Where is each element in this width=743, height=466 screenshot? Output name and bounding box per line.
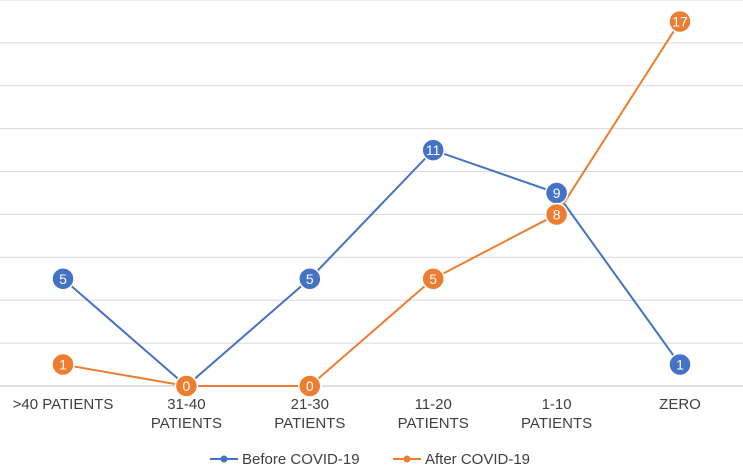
legend-item[interactable]: Before COVID-19	[210, 451, 360, 466]
data-marker[interactable]	[668, 352, 692, 377]
data-point[interactable]: 0	[298, 374, 322, 398]
data-label: 1	[59, 357, 67, 373]
x-tick-label-line: 1-10	[542, 396, 572, 413]
data-point[interactable]: 5	[298, 267, 322, 291]
legend-swatch-marker	[403, 455, 411, 463]
data-label: 9	[553, 185, 561, 201]
x-tick-label: ZERO	[659, 396, 701, 413]
data-label: 8	[553, 206, 561, 222]
x-tick-label: >40 PATIENTS	[13, 396, 114, 413]
x-tick-label-line: PATIENTS	[151, 415, 222, 432]
legend-label: Before COVID-19	[242, 451, 360, 466]
series-line-1	[62, 20, 681, 387]
data-marker[interactable]	[544, 202, 569, 227]
data-marker[interactable]	[51, 267, 75, 291]
data-point[interactable]: 0	[174, 374, 199, 398]
data-label: 5	[429, 271, 437, 287]
x-tick-label-line: ZERO	[659, 396, 701, 413]
x-tick-label-line: PATIENTS	[274, 415, 345, 432]
data-label: 5	[59, 271, 67, 287]
data-point[interactable]: 1	[668, 352, 692, 377]
x-tick-label-line: 31-40	[167, 396, 205, 413]
legend-swatch-marker	[220, 455, 228, 463]
data-label: 1	[676, 357, 684, 373]
x-tick-label-line: 21-30	[291, 396, 329, 413]
x-tick-label-line: 11-20	[415, 396, 452, 413]
data-label: 17	[672, 13, 688, 29]
legend-item[interactable]: After COVID-19	[393, 451, 530, 466]
data-point[interactable]: 9	[544, 181, 569, 205]
x-tick-label: 1-10 PATIENTS	[521, 396, 592, 432]
data-marker[interactable]	[668, 9, 692, 34]
data-marker[interactable]	[174, 374, 199, 398]
data-label: 0	[306, 378, 314, 394]
x-tick-label: 21-30 PATIENTS	[274, 396, 345, 432]
data-point[interactable]: 11	[421, 138, 445, 162]
x-tick-label-line: PATIENTS	[521, 415, 592, 432]
data-point[interactable]: 8	[544, 202, 569, 227]
series-lines	[62, 20, 681, 388]
data-marker[interactable]	[421, 267, 445, 291]
data-point[interactable]: 5	[51, 267, 75, 291]
data-label: 5	[306, 271, 314, 287]
data-markers: 50511911005817	[51, 9, 692, 398]
data-marker[interactable]	[51, 352, 75, 377]
x-tick-label-line: >40 PATIENTS	[13, 396, 114, 413]
series-line-0	[62, 148, 681, 388]
x-tick-label-line: PATIENTS	[398, 415, 469, 432]
x-tick-label: 11-20 PATIENTS	[398, 396, 469, 432]
data-point[interactable]: 5	[421, 267, 445, 291]
data-point[interactable]: 17	[668, 9, 692, 34]
data-point[interactable]: 1	[51, 352, 75, 377]
data-label: 11	[426, 142, 441, 158]
data-marker[interactable]	[421, 138, 445, 162]
legend-label: After COVID-19	[425, 451, 530, 466]
legend[interactable]: Before COVID-19 After COVID-19	[210, 451, 530, 466]
x-tick-label: 31-40 PATIENTS	[151, 396, 222, 432]
data-label: 0	[183, 378, 191, 394]
gridlines	[0, 0, 743, 344]
data-marker[interactable]	[298, 374, 322, 398]
data-marker[interactable]	[298, 267, 322, 291]
